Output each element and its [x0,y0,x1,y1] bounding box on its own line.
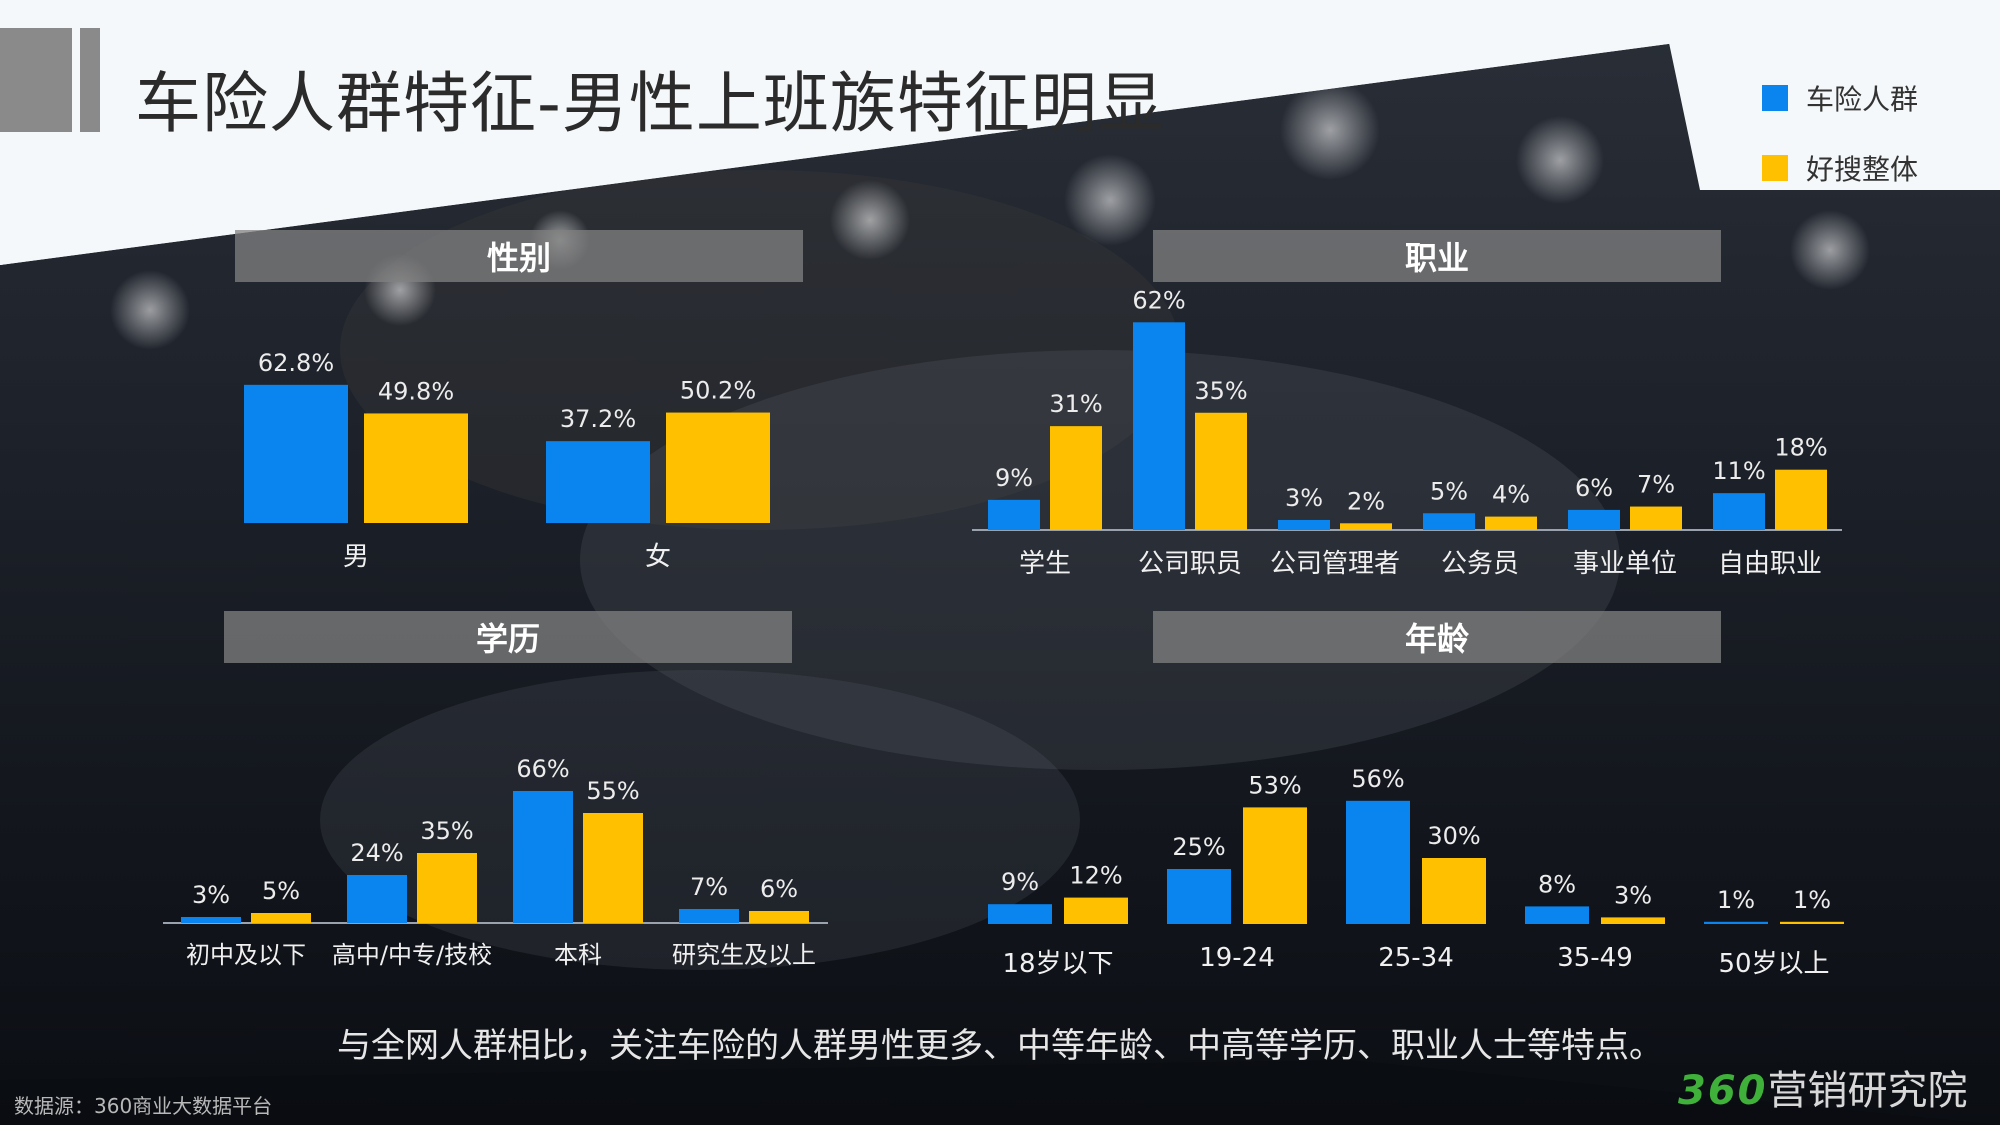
panel-title-occupation: 职业 [1153,230,1721,282]
summary-text: 与全网人群相比，关注车险的人群男性更多、中等年龄、中高等学历、职业人士等特点。 [337,1026,1663,1066]
page-title: 车险人群特征-男性上班族特征明显 [135,65,1165,142]
legend-swatch-blue [1762,85,1788,111]
header-band [0,0,2000,265]
panel-title-education: 学历 [224,611,792,663]
data-source: 数据源：360商业大数据平台 [14,1094,273,1118]
brand-text: 营销研究院 [1767,1068,1968,1114]
legend-swatch-yellow [1762,155,1788,181]
legend-label: 好搜整体 [1806,153,1919,186]
panel-title-age: 年龄 [1153,611,1721,663]
legend-item-series-a: 车险人群 [1762,78,1918,118]
panel-title-gender: 性别 [235,230,803,282]
legend-label: 车险人群 [1806,83,1919,116]
brand-number: 360 [1678,1068,1768,1114]
brand-logo: 360营销研究院 [1678,1058,1968,1116]
legend-item-series-b: 好搜整体 [1762,148,1918,188]
